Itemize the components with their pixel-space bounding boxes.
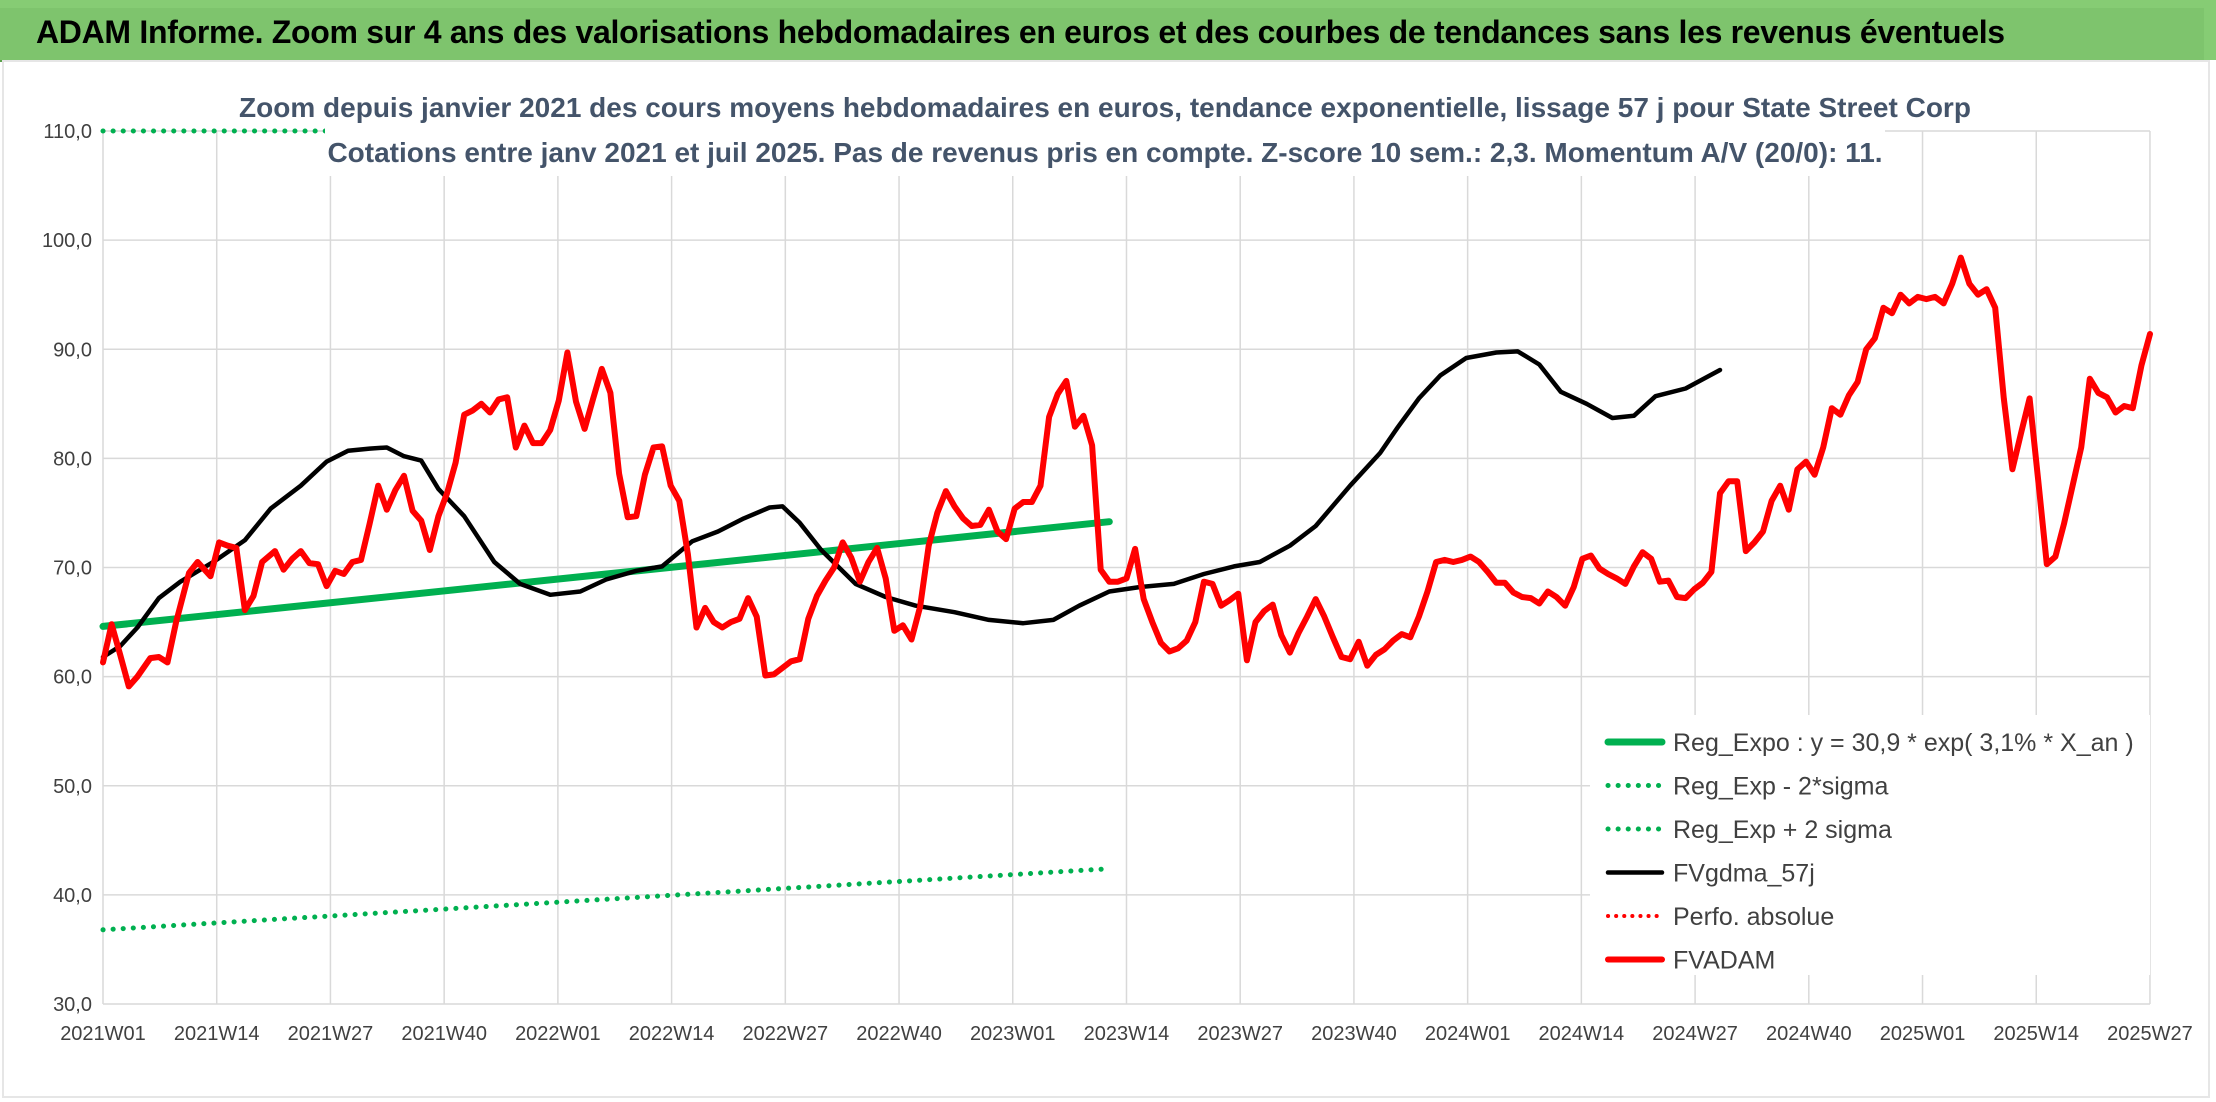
- x-tick-label: 2024W27: [1652, 1023, 1738, 1045]
- x-tick-label: 2025W01: [1880, 1023, 1966, 1045]
- y-axis-ticks: 30,0 40,0 50,0 60,0 70,0 80,0 90,0 100,0 110,0: [42, 121, 92, 1016]
- legend-reg-minus-2sigma-label: Reg_Exp - 2*sigma: [1673, 773, 1888, 801]
- fvgdma-57j-line: [100, 349, 1723, 660]
- reg-expo-line: [99, 518, 1113, 630]
- chart-title: Zoom depuis janvier 2021 des cours moyen…: [239, 92, 1971, 123]
- legend-perfo-absolue-label: Perfo. absolue: [1673, 903, 1834, 931]
- report-title: ADAM Informe. Zoom sur 4 ans des valoris…: [36, 14, 2005, 50]
- x-tick-label: 2022W14: [629, 1023, 715, 1045]
- y-tick-label: 40,0: [53, 885, 92, 907]
- x-tick-label: 2022W40: [856, 1023, 942, 1045]
- x-tick-label: 2024W01: [1425, 1023, 1511, 1045]
- x-tick-label: 2025W14: [1993, 1023, 2079, 1045]
- x-axis-ticks: 2021W01 2021W14 2021W27 2021W40 2022W01 2022W…: [60, 1023, 2193, 1045]
- x-tick-label: 2021W27: [288, 1023, 374, 1045]
- chart-titles: Zoom depuis janvier 2021 des cours moyen…: [239, 88, 1971, 176]
- x-tick-label: 2023W14: [1084, 1023, 1170, 1045]
- legend-background: [1590, 715, 2150, 975]
- x-tick-label: 2024W40: [1766, 1023, 1852, 1045]
- y-tick-label: 30,0: [53, 994, 92, 1016]
- x-tick-label: 2023W01: [970, 1023, 1056, 1045]
- x-tick-label: 2023W27: [1197, 1023, 1283, 1045]
- x-tick-label: 2021W01: [60, 1023, 146, 1045]
- title-background: [325, 88, 1885, 176]
- x-tick-label: 2021W14: [174, 1023, 260, 1045]
- x-tick-label: 2025W27: [2107, 1023, 2193, 1045]
- y-tick-label: 80,0: [53, 448, 92, 470]
- chart-frame: [2, 60, 2210, 1098]
- legend-reg-expo-label: Reg_Expo : y = 30,9 * exp( 3,1% * X_an ): [1673, 729, 2134, 757]
- y-tick-label: 100,0: [42, 230, 92, 252]
- y-tick-label: 60,0: [53, 667, 92, 689]
- fvadam-line: [100, 254, 2153, 690]
- x-tick-label: 2021W40: [401, 1023, 487, 1045]
- legend: Reg_Expo : y = 30,9 * exp( 3,1% * X_an )…: [1590, 715, 2150, 975]
- y-tick-label: 50,0: [53, 776, 92, 798]
- x-tick-label: 2023W40: [1311, 1023, 1397, 1045]
- y-tick-label: 90,0: [53, 339, 92, 361]
- x-tick-label: 2024W14: [1539, 1023, 1625, 1045]
- reg-minus-2sigma-line: [100, 866, 1112, 933]
- legend-fvgdma-57j-label: FVgdma_57j: [1673, 860, 1815, 888]
- x-tick-label: 2022W01: [515, 1023, 601, 1045]
- chart-subtitle: Cotations entre janv 2021 et juil 2025. …: [327, 137, 1882, 168]
- x-tick-label: 2022W27: [743, 1023, 829, 1045]
- report-banner: ADAM Informe. Zoom sur 4 ans des valoris…: [0, 8, 2204, 62]
- y-tick-label: 110,0: [43, 121, 92, 143]
- legend-reg-plus-2sigma-label: Reg_Exp + 2 sigma: [1673, 816, 1892, 844]
- legend-fvadam-label: FVADAM: [1673, 947, 1775, 975]
- y-tick-label: 70,0: [53, 558, 92, 580]
